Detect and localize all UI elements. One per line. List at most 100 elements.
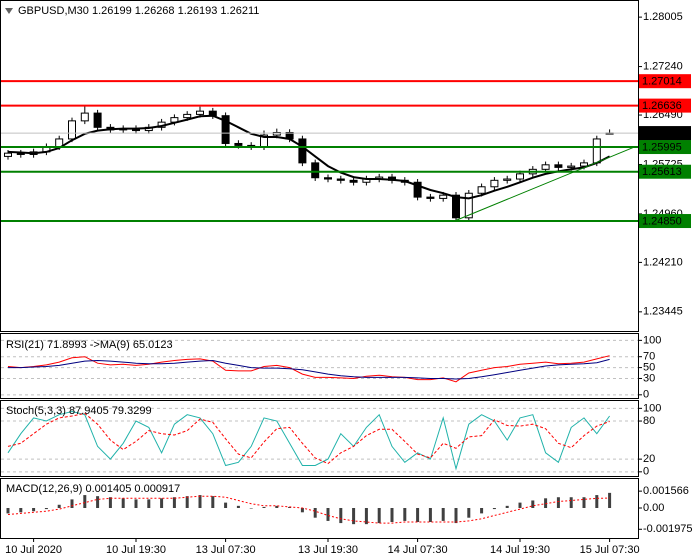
candle-body [477, 186, 486, 194]
candle-body [439, 194, 448, 199]
macd-bar [556, 497, 560, 508]
last-price-box [639, 126, 691, 141]
macd-bar [32, 508, 36, 512]
macd-bar [531, 500, 535, 508]
level-label: 1.24850 [642, 215, 682, 227]
macd-bar [44, 508, 48, 510]
candle-body [580, 162, 588, 167]
level-label: 1.27014 [642, 76, 682, 88]
y-tick-label: 0.001566 [643, 485, 689, 497]
candle-body [298, 138, 307, 164]
macd-bar [83, 495, 87, 508]
candle-body [592, 138, 601, 164]
y-tick-label: 100 [643, 334, 661, 346]
candle-body [413, 181, 422, 198]
moving-average [7, 114, 611, 200]
candle-body [234, 142, 243, 146]
macd-bar [595, 495, 599, 508]
candle-body [541, 164, 550, 170]
x-tick-label: 14 Jul 19:30 [490, 544, 550, 556]
macd-bar [377, 508, 381, 524]
candle-body [567, 165, 576, 168]
level-label-box [639, 140, 691, 155]
rsi-panel [0, 333, 639, 399]
y-tick-label: 1.24210 [643, 256, 683, 268]
macd-bar [198, 495, 202, 508]
y-tick-label: 100 [643, 402, 661, 414]
price-panel [0, 0, 639, 332]
macd-bar [416, 508, 420, 522]
macd-bar [108, 497, 112, 508]
candle-body [4, 152, 12, 157]
macd-bar [467, 508, 471, 518]
macd-bar [313, 508, 317, 518]
y-tick-label: 1.27240 [643, 60, 683, 72]
x-tick-label: 14 Jul 07:30 [388, 544, 448, 556]
macd-bar [160, 498, 164, 508]
macd-bar [300, 508, 304, 513]
macd-bar [454, 508, 458, 524]
macd-bar [96, 496, 100, 508]
macd-bar [582, 497, 586, 508]
level-label-box [639, 214, 691, 229]
macd-bar [339, 508, 343, 524]
candle-body [196, 110, 204, 115]
y-tick-label: 70 [643, 351, 655, 363]
indicator-line [8, 358, 610, 380]
level-label: 1.25613 [642, 166, 682, 178]
candle-body [516, 173, 524, 180]
candle-body [349, 179, 358, 183]
macd-bar [364, 508, 368, 525]
macd-bar [518, 502, 522, 508]
level-label: 1.26636 [642, 100, 682, 112]
panel-title: GBPUSD,M30 1.26199 1.26268 1.26193 1.262… [18, 5, 259, 17]
x-tick-label: 10 Jul 19:30 [106, 544, 166, 556]
panel-title: MACD(12,26,9) 0.001405 0.000917 [6, 483, 180, 495]
macd-bar [211, 496, 215, 508]
macd-bar [249, 508, 253, 509]
y-tick-label: -0.001975 [643, 523, 693, 535]
stoch-panel [0, 400, 639, 477]
candle-body [464, 192, 473, 219]
candle-body [336, 178, 345, 181]
candle-body [68, 120, 76, 140]
macd-bar [428, 508, 432, 522]
macd-bar [608, 492, 612, 508]
macd-bar [57, 504, 61, 508]
level-label-box [639, 164, 691, 179]
x-tick-label: 10 Jul 2020 [5, 544, 62, 556]
macd-bar [403, 508, 407, 521]
x-tick-label: 13 Jul 19:30 [298, 544, 358, 556]
candle-body [490, 179, 499, 188]
macd-bar [185, 496, 189, 508]
y-tick-label: 0.00 [643, 502, 664, 514]
indicator-line [7, 355, 610, 383]
candle-body [452, 194, 460, 219]
y-tick-label: 1.23445 [643, 306, 683, 318]
symbol-icon [5, 8, 13, 14]
candle-body [554, 164, 563, 168]
x-tick-label: 13 Jul 07:30 [196, 544, 256, 556]
y-tick-label: 50 [643, 361, 655, 373]
macd-bar [480, 508, 484, 514]
y-tick-label: 1.28005 [643, 11, 683, 23]
macd-bar [492, 508, 496, 510]
macd-bar [544, 498, 548, 508]
candle-body [93, 112, 102, 128]
macd-bar [275, 505, 279, 508]
macd-bar [441, 508, 445, 521]
candle-body [311, 162, 320, 179]
level-label-box [639, 98, 691, 113]
trend-line [455, 146, 636, 221]
macd-bar [6, 508, 10, 514]
macd-bar [352, 508, 356, 525]
macd-bar [224, 502, 228, 508]
y-tick-label: 30 [643, 372, 655, 384]
macd-bar [390, 508, 394, 522]
y-tick-label: 20 [643, 453, 655, 465]
last-price-label: 1.26211 [642, 127, 681, 139]
y-tick-label: 0 [643, 389, 649, 401]
macd-bar [569, 497, 573, 508]
